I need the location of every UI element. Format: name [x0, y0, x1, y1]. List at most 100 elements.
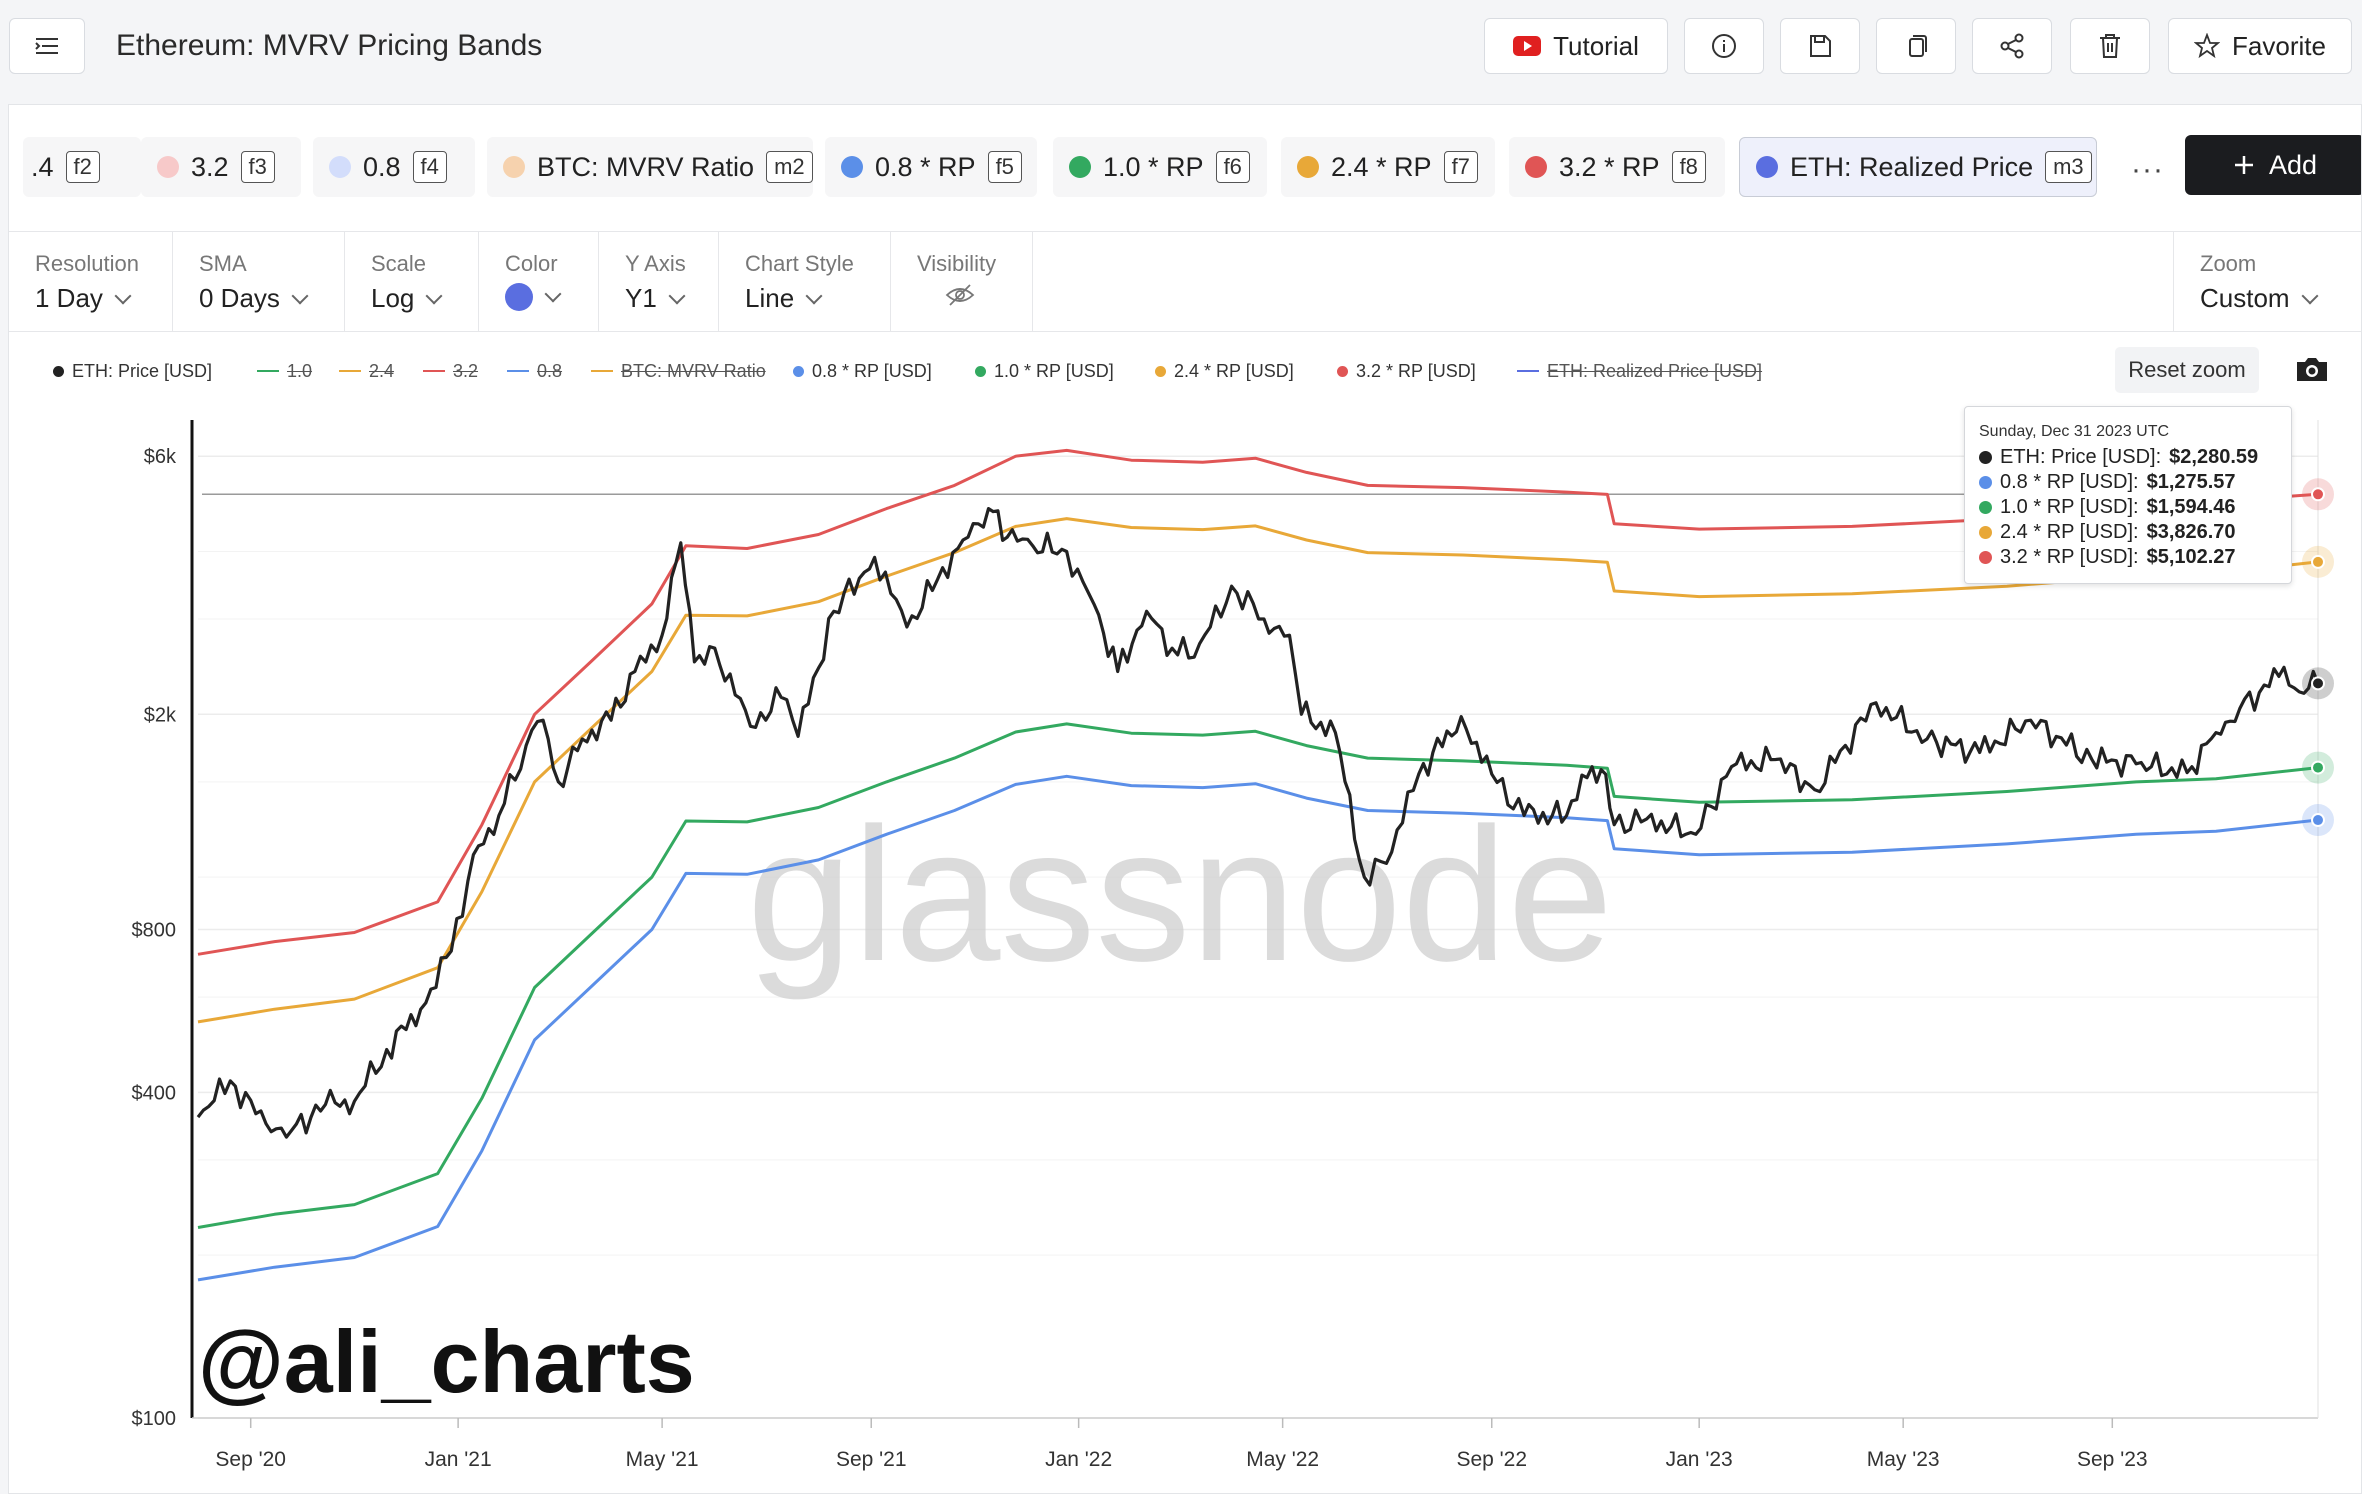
series-end-marker: [2311, 813, 2325, 828]
save-icon: [1810, 35, 1831, 57]
tooltip-dot: [1979, 551, 1992, 564]
series-line: [197, 774, 2319, 1282]
control-label: Chart Style: [745, 251, 854, 276]
add-metric-button[interactable]: Add: [2185, 135, 2361, 195]
tooltip-label: 0.8 * RP [USD]:: [2000, 471, 2139, 493]
legend-item-btc-mvrv[interactable]: BTC: MVRV Ratio: [591, 349, 766, 393]
metric-chip-m2[interactable]: BTC: MVRV Ratio m2: [487, 137, 813, 197]
series-dot: [841, 156, 863, 178]
page-title: Ethereum: MVRV Pricing Bands: [116, 29, 543, 62]
camera-icon: [2297, 358, 2327, 381]
scale-select[interactable]: Scale Log: [345, 231, 479, 331]
export-image-button[interactable]: [2295, 355, 2329, 388]
legend-label: 0.8: [537, 360, 563, 381]
legend-item-eth-realized-price[interactable]: ETH: Realized Price [USD]: [1517, 349, 1762, 393]
chart-panel: .4 f2 3.2 f3 0.8 f4 BTC: MVRV Ratio m2 0…: [8, 104, 2362, 1494]
resolution-select[interactable]: Resolution 1 Day: [9, 231, 173, 331]
legend-item-1-0[interactable]: 1.0: [257, 349, 312, 393]
x-tick-label: Sep '22: [1456, 1448, 1527, 1471]
metric-chip-f5[interactable]: 0.8 * RP f5: [825, 137, 1037, 197]
control-label: Scale: [371, 251, 427, 276]
tooltip-row: 0.8 * RP [USD]: $1,275.57: [1979, 470, 2277, 495]
legend-label: 1.0 * RP [USD]: [994, 360, 1114, 381]
tooltip-dot: [1979, 476, 1992, 489]
x-tick-label: Jan '21: [425, 1448, 492, 1471]
legend-item-eth-price[interactable]: ETH: Price [USD]: [53, 349, 212, 393]
series-dot: [1297, 156, 1319, 178]
share-button[interactable]: [1972, 18, 2052, 74]
delete-button[interactable]: [2070, 18, 2150, 74]
tooltip-label: ETH: Price [USD]:: [2000, 446, 2162, 468]
legend-item-3-2-rp[interactable]: 3.2 * RP [USD]: [1337, 349, 1476, 393]
y-tick-label: $400: [132, 1082, 177, 1104]
y-tick-label: $6k: [144, 446, 177, 468]
metric-chip-f6[interactable]: 1.0 * RP f6: [1053, 137, 1267, 197]
y-tick-label: $800: [132, 920, 177, 942]
info-icon: [1712, 34, 1736, 58]
sma-select[interactable]: SMA 0 Days: [173, 231, 345, 331]
tooltip-value: $3,826.70: [2146, 521, 2236, 543]
legend-item-2-4-rp[interactable]: 2.4 * RP [USD]: [1155, 349, 1294, 393]
metric-chip-f8[interactable]: 3.2 * RP f8: [1509, 137, 1725, 197]
metric-chip-f4[interactable]: 0.8 f4: [313, 137, 475, 197]
metric-chip-f3[interactable]: 3.2 f3: [141, 137, 301, 197]
y-axis-select[interactable]: Y Axis Y1: [599, 231, 719, 331]
legend-label: 0.8 * RP [USD]: [812, 360, 932, 381]
legend-label: 2.4: [369, 360, 395, 381]
metric-chip-label: ETH: Realized Price: [1790, 151, 2034, 182]
metric-chip-m3[interactable]: ETH: Realized Price m3: [1739, 137, 2097, 197]
chart-style-select[interactable]: Chart Style Line: [719, 231, 891, 331]
metric-chip-key: f8: [1671, 151, 1706, 183]
more-metrics-button[interactable]: ···: [2131, 153, 2164, 186]
control-label: Visibility: [917, 251, 997, 276]
x-tick-label: Jan '22: [1045, 1448, 1112, 1471]
legend-dot: [1155, 365, 1166, 377]
x-tick-label: May '23: [1867, 1448, 1940, 1471]
metric-chip-key: f5: [987, 151, 1022, 183]
info-button[interactable]: [1684, 18, 1764, 74]
legend-label: 3.2 * RP [USD]: [1356, 360, 1476, 381]
tutorial-button[interactable]: Tutorial: [1484, 18, 1668, 74]
control-label: Zoom: [2200, 251, 2257, 276]
control-label: Y Axis: [625, 251, 686, 276]
legend-item-3-2[interactable]: 3.2: [423, 349, 478, 393]
legend-item-0-8-rp[interactable]: 0.8 * RP [USD]: [793, 349, 932, 393]
legend-line: [423, 370, 445, 372]
tooltip-value: $2,280.59: [2169, 446, 2259, 468]
tooltip-dot: [1979, 501, 1992, 514]
metric-chip-key: f3: [240, 151, 275, 183]
metric-chip-label: .4: [31, 151, 54, 182]
legend-item-0-8[interactable]: 0.8: [507, 349, 562, 393]
color-select[interactable]: Color: [479, 231, 599, 331]
watermark: glassnode: [747, 789, 1613, 1001]
tooltip-label: 1.0 * RP [USD]:: [2000, 496, 2139, 518]
add-label: Add: [2268, 149, 2318, 180]
control-value: Y1: [625, 283, 657, 313]
x-tick-label: Sep '20: [215, 1448, 286, 1471]
legend-line: [591, 370, 613, 372]
tooltip-value: $1,594.46: [2146, 496, 2236, 518]
metric-chip-f7[interactable]: 2.4 * RP f7: [1281, 137, 1495, 197]
legend-item-2-4[interactable]: 2.4: [339, 349, 394, 393]
metric-chip-label: 3.2 * RP: [1559, 151, 1660, 182]
visibility-toggle[interactable]: Visibility: [891, 231, 1033, 331]
legend-item-1-0-rp[interactable]: 1.0 * RP [USD]: [975, 349, 1114, 393]
legend-label: ETH: Price [USD]: [72, 360, 213, 381]
series-end-marker: [2311, 554, 2325, 569]
axes: Sep '20 Jan '21 May '21 Sep '21 Jan '22 May '…: [190, 420, 2319, 1471]
legend-dot: [53, 365, 64, 377]
metric-chip-key: m3: [2045, 151, 2092, 183]
zoom-select[interactable]: Zoom Custom: [2173, 231, 2362, 331]
metric-chip-label: 1.0 * RP: [1103, 151, 1204, 182]
chart-tooltip: Sunday, Dec 31 2023 UTC ETH: Price [USD]…: [1964, 406, 2292, 584]
tooltip-dot: [1979, 526, 1992, 539]
favorite-button[interactable]: Favorite: [2168, 18, 2352, 74]
legend-label: 1.0: [287, 360, 313, 381]
duplicate-button[interactable]: [1876, 18, 1956, 74]
reset-zoom-button[interactable]: Reset zoom: [2115, 347, 2259, 393]
save-button[interactable]: [1780, 18, 1860, 74]
legend-dot: [793, 365, 804, 377]
sidebar-toggle-button[interactable]: [9, 18, 85, 74]
metric-chip-f2[interactable]: .4 f2: [23, 137, 141, 197]
